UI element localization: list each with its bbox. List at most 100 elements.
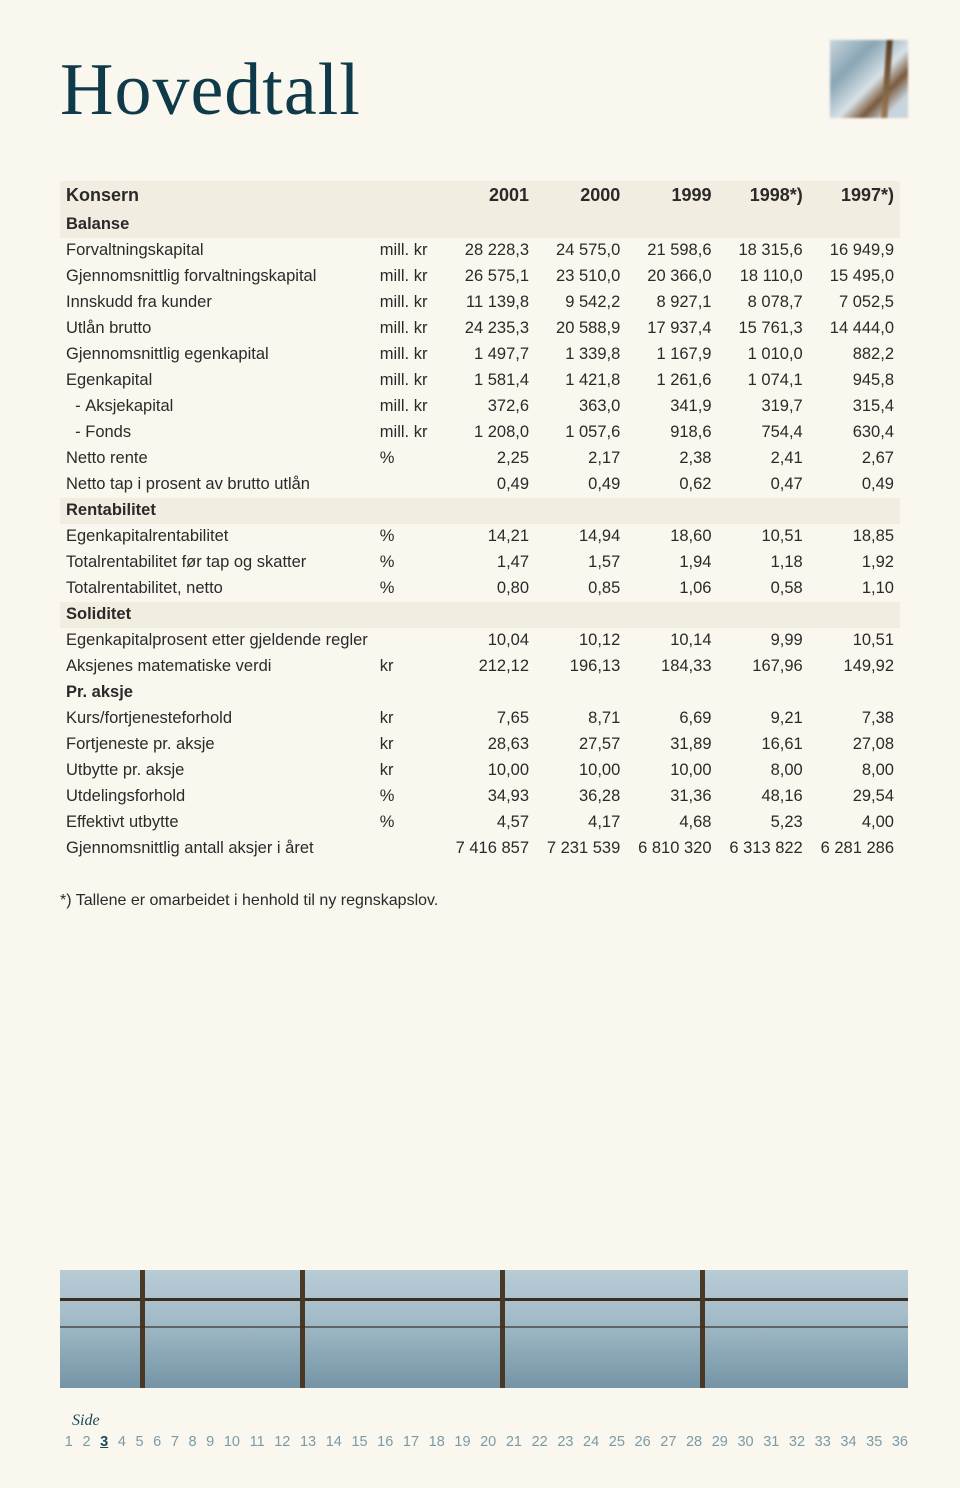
pager-page[interactable]: 11 — [250, 1434, 265, 1450]
pager-page[interactable]: 34 — [840, 1434, 856, 1450]
table-row: Forvaltningskapitalmill. kr28 228,324 57… — [60, 238, 900, 264]
row-value: 16 949,9 — [809, 238, 900, 264]
pager-page[interactable]: 36 — [892, 1434, 908, 1450]
table-row: Balanse — [60, 212, 900, 238]
row-value: 0,58 — [718, 576, 809, 602]
row-label: Totalrentabilitet før tap og skatter — [60, 550, 374, 576]
table-row: Innskudd fra kundermill. kr11 139,89 542… — [60, 290, 900, 316]
pager-page[interactable]: 33 — [815, 1434, 831, 1450]
pager-page[interactable]: 31 — [763, 1434, 779, 1450]
row-value: 9 542,2 — [535, 290, 626, 316]
row-value: 1 339,8 — [535, 342, 626, 368]
pager-page[interactable]: 9 — [206, 1434, 214, 1450]
row-label: Totalrentabilitet, netto — [60, 576, 374, 602]
row-value: 24 235,3 — [444, 316, 535, 342]
row-value — [444, 602, 535, 628]
footnote: *) Tallene er omarbeidet i henhold til n… — [60, 892, 900, 910]
row-value: 10,00 — [444, 758, 535, 784]
pager-page[interactable]: 5 — [135, 1434, 143, 1450]
row-value: 8,00 — [809, 758, 900, 784]
row-unit — [374, 212, 444, 238]
row-label: Pr. aksje — [60, 680, 374, 706]
pager-page[interactable]: 19 — [454, 1434, 470, 1450]
pager-page[interactable]: 3 — [100, 1434, 108, 1450]
pager-page[interactable]: 14 — [326, 1434, 342, 1450]
pager-page[interactable]: 26 — [635, 1434, 651, 1450]
row-value: 363,0 — [535, 394, 626, 420]
row-value: 0,80 — [444, 576, 535, 602]
pager-page[interactable]: 13 — [300, 1434, 316, 1450]
table-row: Soliditet — [60, 602, 900, 628]
pager-page[interactable]: 35 — [866, 1434, 882, 1450]
row-label: Netto tap i prosent av brutto utlån — [60, 472, 374, 498]
pager-page[interactable]: 30 — [737, 1434, 753, 1450]
row-value: 7,65 — [444, 706, 535, 732]
pager-page[interactable]: 2 — [82, 1434, 90, 1450]
pager-page[interactable]: 21 — [506, 1434, 522, 1450]
row-value: 26 575,1 — [444, 264, 535, 290]
row-unit: % — [374, 524, 444, 550]
pager-page[interactable]: 6 — [153, 1434, 161, 1450]
row-value: 0,47 — [718, 472, 809, 498]
row-unit: % — [374, 784, 444, 810]
pager-page[interactable]: 28 — [686, 1434, 702, 1450]
pager-page[interactable]: 16 — [377, 1434, 393, 1450]
pager-page[interactable]: 18 — [429, 1434, 445, 1450]
pager-page[interactable]: 22 — [532, 1434, 548, 1450]
row-label: Utbytte pr. aksje — [60, 758, 374, 784]
pager-page[interactable]: 32 — [789, 1434, 805, 1450]
pager-page[interactable]: 17 — [403, 1434, 419, 1450]
pager-page[interactable]: 15 — [351, 1434, 367, 1450]
row-value: 6,69 — [626, 706, 717, 732]
row-unit: kr — [374, 732, 444, 758]
row-unit: mill. kr — [374, 368, 444, 394]
row-value: 882,2 — [809, 342, 900, 368]
col-unit — [374, 181, 444, 212]
table-row: Utbytte pr. aksjekr10,0010,0010,008,008,… — [60, 758, 900, 784]
pager-page[interactable]: 8 — [189, 1434, 197, 1450]
row-value: 23 510,0 — [535, 264, 626, 290]
row-value: 10,00 — [626, 758, 717, 784]
row-value: 31,89 — [626, 732, 717, 758]
row-label: Netto rente — [60, 446, 374, 472]
pager-page[interactable]: 25 — [609, 1434, 625, 1450]
pager-page[interactable]: 27 — [660, 1434, 676, 1450]
pager-page[interactable]: 12 — [274, 1434, 290, 1450]
row-value: 21 598,6 — [626, 238, 717, 264]
table-body: BalanseForvaltningskapitalmill. kr28 228… — [60, 212, 900, 862]
table-row: Totalrentabilitet, netto%0,800,851,060,5… — [60, 576, 900, 602]
row-value: 341,9 — [626, 394, 717, 420]
row-value: 36,28 — [535, 784, 626, 810]
row-value — [718, 212, 809, 238]
pager-page[interactable]: 24 — [583, 1434, 599, 1450]
row-value: 1 208,0 — [444, 420, 535, 446]
row-value: 14,21 — [444, 524, 535, 550]
table-row: Egenkapitalprosent etter gjeldende regle… — [60, 628, 900, 654]
row-value: 8 927,1 — [626, 290, 717, 316]
pager-page[interactable]: 23 — [557, 1434, 573, 1450]
col-2001: 2001 — [444, 181, 535, 212]
pager-page[interactable]: 10 — [224, 1434, 240, 1450]
corner-decorative-image — [830, 40, 908, 118]
page-content: Hovedtall Konsern 2001 2000 1999 1998*) … — [0, 0, 960, 950]
row-value: 1 581,4 — [444, 368, 535, 394]
pager-page[interactable]: 20 — [480, 1434, 496, 1450]
row-value: 1 167,9 — [626, 342, 717, 368]
row-value: 4,68 — [626, 810, 717, 836]
row-label: Aksjenes matematiske verdi — [60, 654, 374, 680]
row-unit: kr — [374, 654, 444, 680]
pager-page[interactable]: 1 — [65, 1434, 73, 1450]
row-label: Fortjeneste pr. aksje — [60, 732, 374, 758]
row-value: 754,4 — [718, 420, 809, 446]
row-unit — [374, 680, 444, 706]
row-value: 2,41 — [718, 446, 809, 472]
row-value: 1 421,8 — [535, 368, 626, 394]
pager-page[interactable]: 7 — [171, 1434, 179, 1450]
pager-page[interactable]: 29 — [712, 1434, 728, 1450]
pager-page[interactable]: 4 — [118, 1434, 126, 1450]
row-value: 1 057,6 — [535, 420, 626, 446]
pager-numbers: 1234567891011121314151617181920212223242… — [60, 1434, 913, 1450]
row-value: 48,16 — [718, 784, 809, 810]
row-value: 15 761,3 — [718, 316, 809, 342]
row-value — [626, 212, 717, 238]
